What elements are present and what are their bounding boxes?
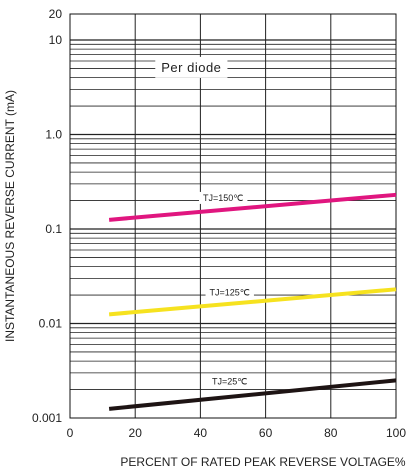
x-tick-label: 80 — [324, 426, 338, 440]
y-tick-label: 1.0 — [45, 128, 62, 142]
grid — [70, 14, 396, 418]
series-label-bg — [205, 286, 254, 299]
annotations: TJ=150℃ TJ=125℃ TJ=25℃ Per diode — [155, 56, 254, 388]
series-label-bg — [208, 375, 252, 388]
series-label-1: TJ=125℃ — [210, 287, 250, 297]
x-axis-label: PERCENT OF RATED PEAK REVERSE VOLTAGE% — [120, 455, 406, 469]
annotation-bg — [155, 56, 228, 78]
series-line-1 — [108, 287, 397, 317]
plot-frame — [69, 13, 397, 419]
y-tick-label: 0.001 — [32, 411, 62, 425]
annotation-per-diode: Per diode — [161, 60, 221, 75]
x-tick-label: 40 — [194, 426, 208, 440]
x-tick-label: 0 — [67, 426, 74, 440]
x-tick-labels: 0 20 40 60 80 100 — [67, 426, 407, 440]
y-tick-label: 20 — [49, 7, 63, 21]
y-tick-labels: 0.001 0.01 0.1 1.0 10 20 — [32, 7, 62, 425]
y-tick-label: 10 — [49, 33, 63, 47]
x-tick-label: 100 — [386, 426, 406, 440]
series-label-2: TJ=25℃ — [212, 376, 247, 386]
x-tick-label: 60 — [259, 426, 273, 440]
series-line-0 — [108, 192, 397, 222]
series-lines — [108, 192, 397, 411]
series-label-0: TJ=150℃ — [203, 193, 243, 203]
y-tick-label: 0.1 — [45, 222, 62, 236]
y-tick-label: 0.01 — [39, 317, 63, 331]
series-line-2 — [108, 378, 397, 411]
series-label-bg — [199, 191, 248, 204]
y-axis-label: INSTANTANEOUS REVERSE CURRENT (mA) — [3, 90, 17, 342]
x-tick-label: 20 — [129, 426, 143, 440]
